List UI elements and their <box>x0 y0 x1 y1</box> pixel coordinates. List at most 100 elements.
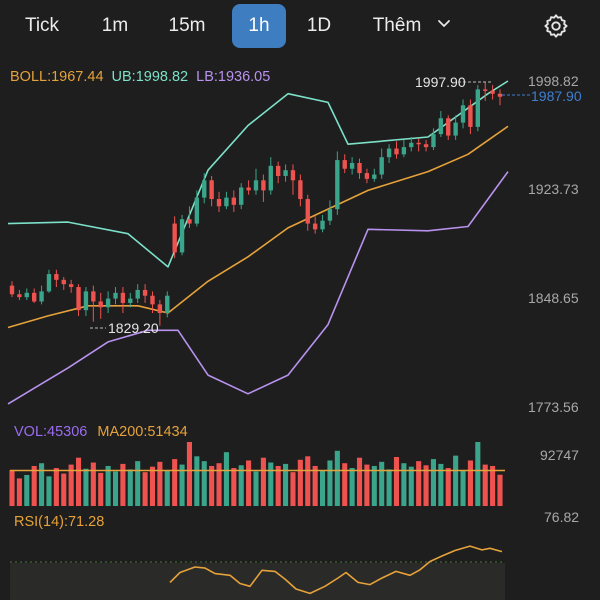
chart-area[interactable]: BOLL:1967.44 UB:1998.82 LB:1936.05 1997.90… <box>0 52 600 600</box>
candle-body <box>76 287 81 311</box>
candle-body <box>231 197 237 205</box>
candle-body <box>83 291 89 311</box>
candle-body <box>194 197 200 224</box>
candle-body <box>475 89 481 127</box>
volume-bar <box>68 464 74 506</box>
volume-bar <box>46 476 52 506</box>
volume-bar <box>453 455 459 506</box>
candle-body <box>372 174 377 179</box>
candle-body <box>349 162 355 169</box>
rsi-line <box>169 545 503 595</box>
ub-value: UB:1998.82 <box>112 69 189 85</box>
volume-bar <box>223 452 229 506</box>
candle-body <box>342 160 347 169</box>
volume-bar <box>371 465 377 506</box>
volume-bar <box>386 469 392 506</box>
tab-1h[interactable]: 1h <box>232 4 286 48</box>
volume-bar <box>172 459 178 506</box>
volume-bar <box>201 461 207 506</box>
volume-bar <box>416 461 422 506</box>
volume-bar <box>497 474 503 506</box>
tab-15m[interactable]: 15m <box>168 15 206 36</box>
candle-body <box>150 295 155 305</box>
ma200-value: MA200:51434 <box>97 424 187 440</box>
volume-bar <box>290 472 296 506</box>
volume-bar <box>401 463 407 506</box>
volume-bar <box>260 457 266 506</box>
tab-1d[interactable]: 1D <box>306 15 332 36</box>
candle-body <box>179 219 185 253</box>
candle-body <box>46 274 52 292</box>
candle-body <box>224 197 229 207</box>
price-pane: BOLL:1967.44 UB:1998.82 LB:1936.05 1997.90… <box>7 69 582 415</box>
low-annotation: 1829.20 <box>108 320 159 336</box>
candle-body <box>39 291 44 302</box>
boll-legend: BOLL:1967.44 UB:1998.82 LB:1936.05 <box>10 69 270 85</box>
candle-body <box>61 279 66 285</box>
volume-bar <box>31 465 37 506</box>
candle-body <box>438 118 444 135</box>
candle-body <box>416 142 421 145</box>
volume-bar <box>319 470 326 506</box>
candle-body <box>135 289 140 299</box>
tab-tick[interactable]: Tick <box>24 15 60 36</box>
candle-body <box>120 292 126 303</box>
candle-body <box>386 148 392 158</box>
tab-more[interactable]: Thêm <box>372 15 422 36</box>
volume-bar <box>327 460 333 506</box>
tab-1m[interactable]: 1m <box>101 15 129 36</box>
rsi-polyline <box>169 545 503 595</box>
volume-bar <box>297 459 303 506</box>
chevron-down-icon[interactable] <box>437 17 451 31</box>
candle-body <box>261 180 266 191</box>
candle-body <box>128 298 133 303</box>
volume-bar <box>268 462 274 506</box>
volume-bar <box>209 465 215 506</box>
volume-bar <box>142 472 148 506</box>
volume-bar <box>39 463 45 506</box>
volume-bar <box>24 474 30 506</box>
candle-body <box>409 142 414 148</box>
volume-bar <box>430 459 437 506</box>
volume-bar <box>423 465 429 506</box>
candle-body <box>246 187 251 191</box>
candle-body <box>497 93 503 97</box>
volume-bar <box>164 470 170 506</box>
volume-bar <box>9 470 15 506</box>
gear-icon[interactable] <box>542 12 570 40</box>
volume-bar <box>445 468 451 506</box>
volume-bar <box>179 464 185 506</box>
candle-body <box>187 219 192 224</box>
candle-body <box>379 157 384 175</box>
volume-bar <box>53 468 59 506</box>
candle-body <box>105 298 111 308</box>
volume-bar <box>305 456 311 506</box>
volume-bars <box>9 442 505 506</box>
volume-bar <box>364 464 370 506</box>
candle-body <box>401 147 407 155</box>
candle-body <box>490 90 495 94</box>
candle-body <box>68 284 74 288</box>
boll-value: BOLL:1967.44 <box>10 69 104 85</box>
boll-upper-band <box>7 80 509 268</box>
candle-body <box>91 291 96 302</box>
candle-body <box>98 301 103 308</box>
last-price-label: 1987.90 <box>531 88 582 104</box>
volume-bar <box>460 470 466 506</box>
volume-bar <box>127 469 133 506</box>
candle-body <box>113 292 118 299</box>
candle-body <box>483 89 488 91</box>
volume-bar <box>246 460 252 506</box>
volume-bar <box>334 450 340 506</box>
volume-bar <box>393 457 400 506</box>
rsi-legend: RSI(14):71.28 <box>14 514 104 530</box>
volume-bar <box>83 468 89 506</box>
volume-bar <box>475 442 481 506</box>
volume-bar <box>135 461 141 506</box>
volume-bar <box>482 464 488 506</box>
candle-body <box>290 170 296 181</box>
boll-mid-band <box>7 125 509 329</box>
candle-body <box>357 162 362 174</box>
volume-bar <box>342 463 348 506</box>
